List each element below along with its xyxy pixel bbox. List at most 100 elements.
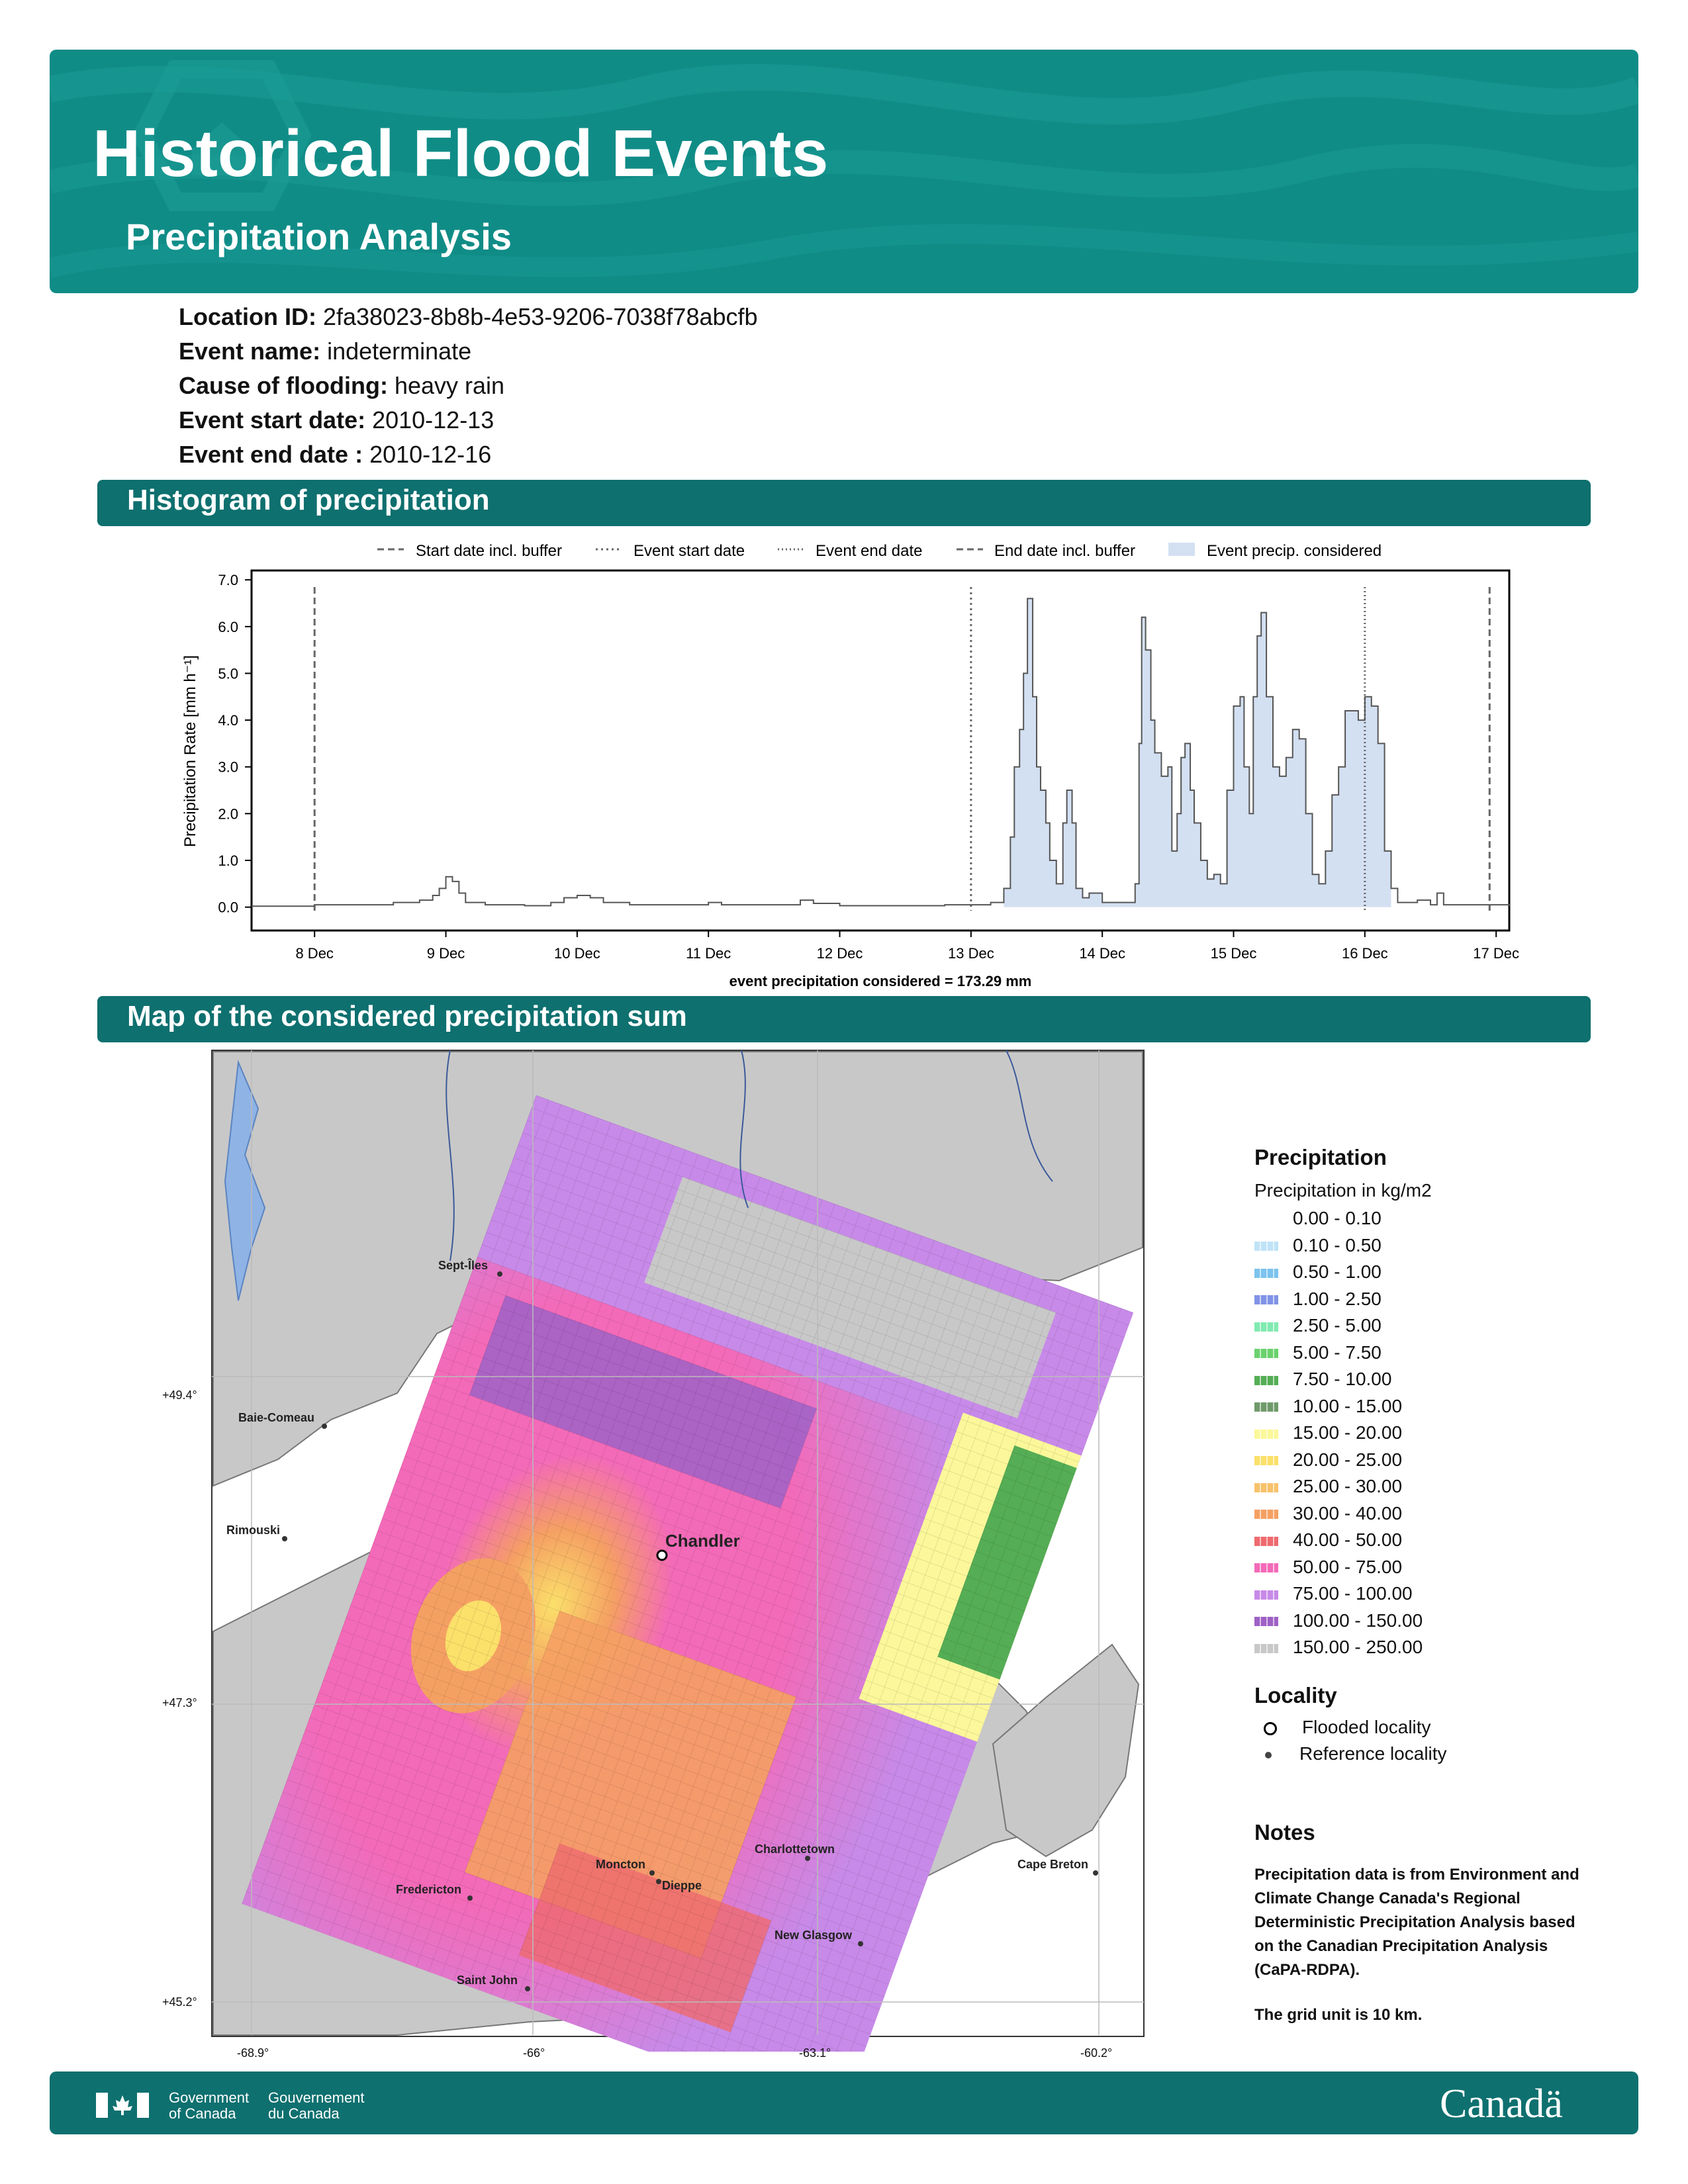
y-axis-label: Precipitation Rate [mm h⁻¹] (181, 655, 199, 847)
precip-rate-line (252, 598, 1509, 906)
y-tick-label: 5.0 (218, 665, 238, 682)
legend-class-label: 0.50 - 1.00 (1293, 1261, 1382, 1282)
legend-class-label: 20.00 - 25.00 (1293, 1449, 1402, 1470)
lat-label-1: +49.4° (162, 1388, 197, 1402)
place-baie-comeau: Baie-Comeau (238, 1411, 314, 1424)
reference-locality-icon (1265, 1752, 1272, 1758)
legend-title: Precipitation (1254, 1145, 1387, 1170)
info-location-id: Location ID: 2fa38023-8b8b-4e53-9206-7038… (179, 303, 758, 331)
legend-class-label: 0.10 - 0.50 (1293, 1235, 1382, 1255)
section-histogram-title: Histogram of precipitation (127, 484, 490, 517)
place-moncton: Moncton (596, 1858, 645, 1871)
gov-fr: Gouvernement du Canada (268, 2090, 365, 2122)
notes-grid: The grid unit is 10 km. (1254, 2003, 1599, 2027)
lon-label-4: -60.2° (1080, 2046, 1112, 2060)
legend-class-row: 30.00 - 40.00 (1254, 1503, 1402, 1524)
legend-class-row: 10.00 - 15.00 (1254, 1396, 1402, 1417)
page-subtitle: Precipitation Analysis (126, 215, 512, 258)
place-charlottetown: Charlottetown (755, 1843, 835, 1856)
place-saint-john: Saint John (457, 1974, 518, 1987)
y-tick-label: 6.0 (218, 619, 238, 635)
y-tick-label: 7.0 (218, 572, 238, 588)
legend-swatch (1254, 1349, 1278, 1358)
place-sept-iles: Sept-Îles (438, 1258, 488, 1272)
legend-class-row: 20.00 - 25.00 (1254, 1449, 1402, 1471)
legend-class-label: 30.00 - 40.00 (1293, 1503, 1402, 1524)
header-banner: Historical Flood Events Precipitation An… (50, 50, 1638, 293)
y-tick-label: 4.0 (218, 712, 238, 729)
x-tick-label: 9 Dec (427, 945, 465, 962)
notes-text: Precipitation data is from Environment a… (1254, 1863, 1599, 1982)
legend-class-label: 1.00 - 2.50 (1293, 1289, 1382, 1309)
precipitation-map: Sept-Îles Baie-Comeau Rimouski Chandler … (199, 1049, 1165, 2052)
place-chandler: Chandler (665, 1531, 740, 1551)
lon-label-2: -66° (523, 2046, 545, 2060)
y-tick-label: 2.0 (218, 805, 238, 822)
legend-class-row: 2.50 - 5.00 (1254, 1315, 1382, 1336)
y-tick-label: 0.0 (218, 899, 238, 916)
chart-frame (252, 570, 1509, 931)
legend-class-row: 1.00 - 2.50 (1254, 1289, 1382, 1310)
place-rimouski: Rimouski (226, 1524, 280, 1537)
x-tick-label: 15 Dec (1211, 945, 1257, 962)
page-title: Historical Flood Events (93, 116, 828, 192)
flooded-locality-marker (657, 1551, 667, 1560)
legend-swatch (1254, 1617, 1278, 1626)
legend-swatch (1254, 1430, 1278, 1439)
footer-bar: Government of Canada Gouvernement du Canad… (50, 2071, 1638, 2134)
legend-considered: Event precip. considered (1207, 542, 1382, 560)
legend-swatch (1254, 1563, 1278, 1572)
legend-class-label: 0.00 - 0.10 (1293, 1208, 1382, 1228)
legend-class-label: 7.50 - 10.00 (1293, 1369, 1391, 1389)
legend-swatch (1254, 1510, 1278, 1519)
legend-swatch (1254, 1322, 1278, 1332)
legend-subtitle: Precipitation in kg/m2 (1254, 1180, 1432, 1201)
lon-label-3: -63.1° (799, 2046, 831, 2060)
legend-class-row: 150.00 - 250.00 (1254, 1637, 1423, 1658)
place-fredericton: Fredericton (396, 1883, 461, 1896)
y-tick-label: 3.0 (218, 759, 238, 776)
flooded-locality-icon (1264, 1722, 1277, 1735)
lat-label-3: +45.2° (162, 1995, 197, 2009)
legend-class-label: 150.00 - 250.00 (1293, 1637, 1423, 1657)
legend-class-label: 15.00 - 20.00 (1293, 1422, 1402, 1443)
legend-swatch (1254, 1215, 1278, 1224)
legend-event-end: Event end date (816, 542, 922, 560)
x-tick-label: 10 Dec (554, 945, 600, 962)
legend-end-buffer: End date incl. buffer (994, 542, 1135, 560)
considered-precip-area (1004, 598, 1391, 907)
legend-swatch (1254, 1590, 1278, 1600)
canada-wordmark: Canadä (1440, 2081, 1563, 2127)
legend-swatch (1254, 1537, 1278, 1546)
legend-class-label: 10.00 - 15.00 (1293, 1396, 1402, 1416)
legend-class-label: 25.00 - 30.00 (1293, 1476, 1402, 1496)
lon-label-1: -68.9° (237, 2046, 269, 2060)
legend-class-label: 5.00 - 7.50 (1293, 1342, 1382, 1363)
info-cause: Cause of flooding: heavy rain (179, 372, 504, 400)
legend-class-row: 40.00 - 50.00 (1254, 1529, 1402, 1551)
x-tick-label: 12 Dec (817, 945, 863, 962)
legend-class-row: 5.00 - 7.50 (1254, 1342, 1382, 1363)
legend-swatch (1254, 1295, 1278, 1304)
x-tick-label: 8 Dec (295, 945, 333, 962)
legend-event-start: Event start date (633, 542, 745, 560)
lat-label-2: +47.3° (162, 1696, 197, 1710)
legend-class-row: 0.10 - 0.50 (1254, 1235, 1382, 1256)
legend-class-label: 2.50 - 5.00 (1293, 1315, 1382, 1336)
legend-swatch (1254, 1483, 1278, 1492)
legend-class-row: 7.50 - 10.00 (1254, 1369, 1391, 1390)
x-tick-label: 11 Dec (686, 945, 731, 962)
legend-swatch (1254, 1269, 1278, 1278)
info-end-date: Event end date :2010-12-16 (179, 441, 491, 469)
section-histogram: Histogram of precipitation (97, 480, 1591, 526)
legend-flooded: Flooded locality (1254, 1717, 1431, 1738)
legend-class-row: 50.00 - 75.00 (1254, 1557, 1402, 1578)
legend-swatch (1254, 1644, 1278, 1653)
y-tick-label: 1.0 (218, 852, 238, 869)
place-new-glasgow: New Glasgow (774, 1929, 853, 1942)
place-dieppe: Dieppe (662, 1879, 702, 1892)
legend-reference: Reference locality (1254, 1743, 1447, 1764)
legend-class-row: 25.00 - 30.00 (1254, 1476, 1402, 1497)
chart-legend: Start date incl. buffer Event start date… (377, 542, 1382, 560)
legend-class-label: 100.00 - 150.00 (1293, 1610, 1423, 1631)
